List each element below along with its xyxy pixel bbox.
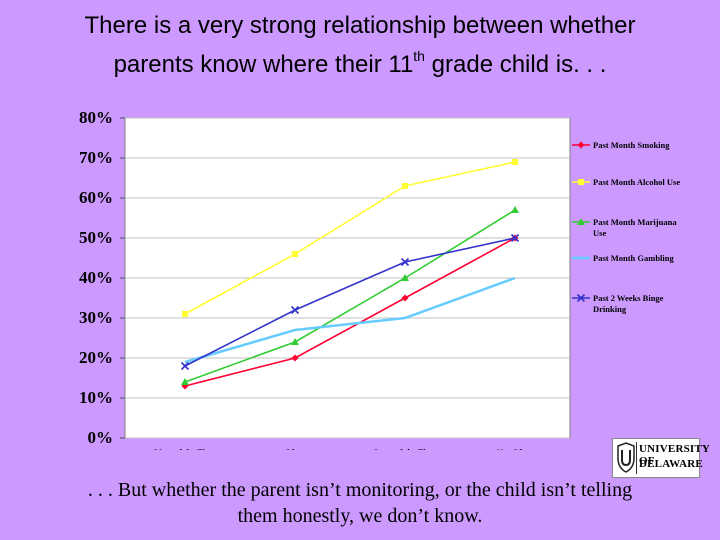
series-line bbox=[184, 161, 516, 315]
data-point bbox=[181, 378, 189, 385]
line-chart: 0% 10% 20% 30% 40% 50% 60% 70% 80% Most of the Ti… bbox=[79, 108, 680, 457]
legend-label: Past Month Alcohol Use bbox=[593, 177, 680, 187]
x-tick-label: Most of the Time bbox=[154, 447, 216, 450]
y-tick-label: 40% bbox=[79, 268, 113, 287]
data-point bbox=[182, 311, 188, 317]
title-line-1: There is a very strong relationship betw… bbox=[84, 12, 636, 39]
logo-line-2: DELAWARE bbox=[639, 458, 703, 470]
legend-label: Past 2 Weeks Binge bbox=[593, 293, 664, 303]
series-line bbox=[184, 209, 516, 383]
legend-label: Past Month Gambling bbox=[593, 253, 675, 263]
logo-line-1: UNIVERSITY OF bbox=[639, 443, 710, 467]
y-tick-label: 10% bbox=[79, 388, 113, 407]
data-point bbox=[291, 338, 299, 345]
title-line-2-sup: th bbox=[413, 48, 425, 64]
university-crest-icon bbox=[616, 442, 637, 474]
y-tick-label: 30% bbox=[79, 308, 113, 327]
page-title: There is a very strong relationship betw… bbox=[0, 10, 720, 81]
x-tick-label: Often bbox=[285, 447, 306, 450]
data-point bbox=[577, 218, 585, 225]
data-point bbox=[290, 305, 300, 315]
data-point bbox=[510, 233, 520, 243]
data-point bbox=[511, 206, 519, 213]
x-tick-label: Some of the Time bbox=[373, 447, 436, 450]
data-point bbox=[401, 274, 409, 281]
data-point bbox=[291, 354, 299, 362]
title-line-2-pre: parents know where their 11 bbox=[113, 51, 414, 78]
series-line bbox=[184, 237, 516, 387]
footer-line-2: them honestly, we don’t know. bbox=[237, 505, 483, 527]
data-point bbox=[578, 179, 584, 185]
series-line bbox=[184, 237, 516, 367]
data-point bbox=[402, 183, 408, 189]
legend-label: Past Month Smoking bbox=[593, 140, 670, 150]
data-point bbox=[577, 141, 585, 149]
x-tick-label: Not Often bbox=[497, 447, 533, 450]
data-point bbox=[401, 294, 409, 302]
y-tick-label: 80% bbox=[79, 108, 113, 127]
data-point bbox=[292, 251, 298, 257]
y-tick-label: 20% bbox=[79, 348, 113, 367]
data-point bbox=[512, 159, 518, 165]
title-line-2: parents know where their 11th grade chil… bbox=[0, 42, 720, 81]
chart: 0% 10% 20% 30% 40% 50% 60% 70% 80% Most of the Ti… bbox=[0, 100, 720, 457]
footer-text: . . . But whether the parent isn’t monit… bbox=[0, 477, 720, 529]
y-tick-label: 60% bbox=[79, 188, 113, 207]
legend-label: Drinking bbox=[593, 304, 627, 314]
title-line-2-post: grade child is. . . bbox=[424, 51, 607, 78]
footer-line-1: . . . But whether the parent isn’t monit… bbox=[87, 479, 633, 501]
data-point bbox=[576, 293, 586, 303]
data-point bbox=[180, 361, 190, 371]
y-tick-label: 70% bbox=[79, 148, 113, 167]
data-point bbox=[400, 257, 410, 267]
legend-label: Past Month Marijuana bbox=[593, 217, 677, 227]
y-tick-label: 50% bbox=[79, 228, 113, 247]
y-tick-label: 0% bbox=[88, 428, 114, 447]
university-logo: UNIVERSITY OF DELAWARE bbox=[612, 438, 709, 478]
series-line bbox=[184, 276, 516, 364]
legend-label: Use bbox=[593, 228, 606, 238]
